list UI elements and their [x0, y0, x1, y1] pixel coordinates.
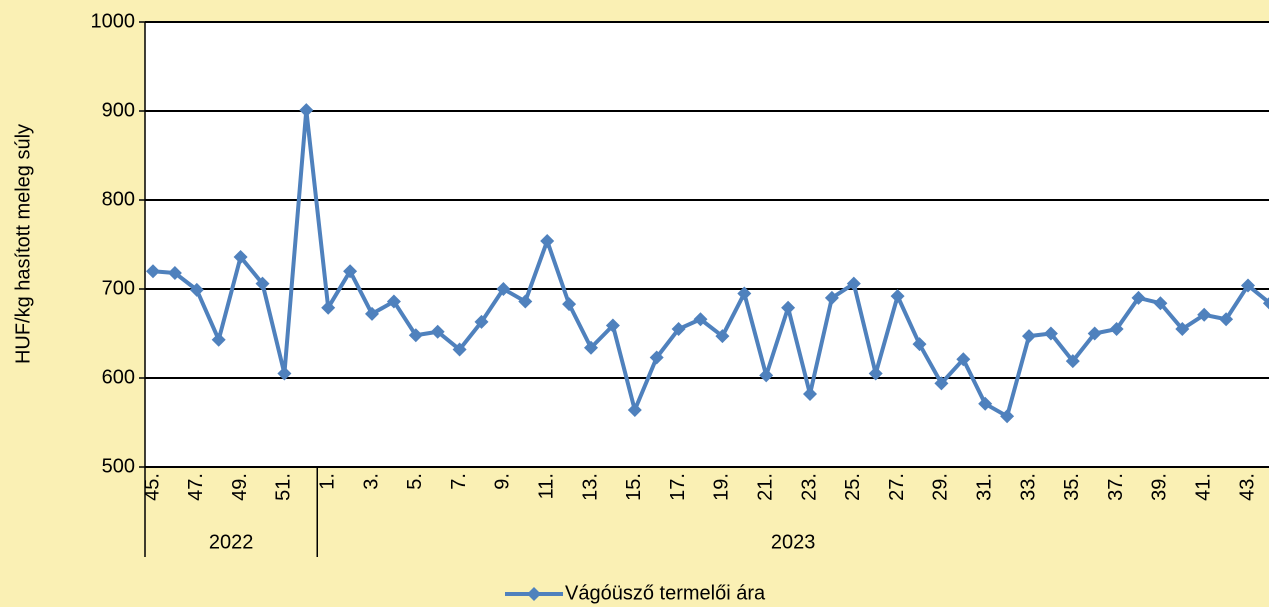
legend-marker — [527, 587, 541, 601]
point-marker — [868, 366, 883, 381]
y-tick-label: 800 — [102, 188, 135, 210]
x-tick-label: 39. — [1149, 473, 1171, 501]
point-marker — [978, 396, 993, 411]
y-tick-label: 700 — [102, 277, 135, 299]
point-marker — [1241, 278, 1255, 293]
point-marker — [956, 352, 971, 367]
point-marker — [496, 282, 511, 296]
point-marker — [781, 300, 796, 315]
y-tick-label: 900 — [102, 99, 135, 121]
point-marker — [1219, 312, 1234, 327]
point-marker — [1000, 409, 1015, 424]
point-marker — [1197, 307, 1212, 322]
x-tick-label: 15. — [623, 473, 645, 501]
point-marker — [605, 318, 620, 333]
point-marker — [211, 332, 226, 347]
point-marker — [452, 342, 467, 357]
point-marker — [386, 294, 401, 309]
point-marker — [1131, 290, 1146, 305]
point-marker — [1065, 354, 1080, 369]
point-marker — [846, 276, 861, 291]
x-tick-label: 11. — [535, 473, 557, 499]
x-tick-label: 13. — [579, 473, 601, 501]
legend-label: Vágóüsző termelői ára — [565, 582, 766, 604]
point-marker — [146, 264, 160, 279]
point-marker — [737, 286, 752, 301]
x-tick-label: 43. — [1236, 473, 1258, 501]
x-tick-label: 35. — [1061, 473, 1083, 501]
x-tick-label: 21. — [754, 473, 776, 501]
x-tick-label: 33. — [1017, 473, 1039, 501]
point-marker — [759, 368, 774, 383]
point-marker — [671, 322, 686, 337]
y-tick-label: 1000 — [91, 10, 136, 32]
point-marker — [321, 300, 336, 315]
x-tick-label: 47. — [185, 473, 207, 501]
x-tick-label: 31. — [973, 473, 995, 501]
point-marker — [627, 403, 642, 418]
plot-area — [145, 22, 1269, 467]
point-marker — [474, 314, 489, 329]
point-marker — [189, 282, 204, 297]
y-tick-label: 500 — [102, 455, 135, 477]
y-axis-label: HUF/kg hasított meleg súly — [12, 124, 34, 364]
point-marker — [1022, 329, 1036, 344]
point-marker — [803, 387, 817, 402]
x-tick-label: 29. — [930, 473, 952, 501]
point-marker — [255, 276, 270, 291]
x-tick-label: 3. — [360, 473, 382, 490]
x-tick-label: 17. — [667, 473, 689, 501]
point-marker — [343, 264, 358, 279]
x-tick-label: 5. — [404, 473, 426, 490]
point-marker — [912, 337, 927, 352]
point-marker — [365, 306, 379, 321]
x-tick-label: 41. — [1192, 473, 1214, 501]
point-marker — [518, 294, 533, 309]
point-marker — [167, 265, 182, 280]
point-marker — [562, 297, 577, 312]
x-tick-label: 9. — [492, 473, 514, 490]
point-marker — [233, 249, 248, 264]
x-tick-label: 51. — [273, 473, 295, 501]
group-label: 2022 — [209, 531, 254, 553]
point-marker — [890, 289, 905, 304]
x-tick-label: 45. — [141, 473, 163, 501]
point-marker — [1153, 296, 1168, 311]
x-tick-label: 37. — [1105, 473, 1127, 501]
x-tick-label: 7. — [448, 473, 470, 490]
point-marker — [540, 233, 555, 248]
point-marker — [649, 350, 664, 365]
point-marker — [430, 324, 445, 339]
x-tick-label: 19. — [711, 473, 733, 501]
point-marker — [408, 328, 423, 343]
point-marker — [693, 312, 708, 327]
point-marker — [1175, 322, 1190, 337]
point-marker — [1262, 297, 1269, 310]
group-label: 2023 — [771, 531, 816, 553]
point-marker — [1087, 326, 1102, 341]
x-tick-label: 23. — [798, 473, 820, 501]
y-tick-label: 600 — [102, 366, 135, 388]
x-tick-label: 1. — [316, 473, 338, 490]
point-marker — [934, 376, 949, 391]
point-marker — [584, 340, 598, 355]
point-marker — [299, 103, 314, 118]
x-tick-label: 49. — [229, 473, 251, 501]
x-tick-label: 25. — [842, 473, 864, 501]
series-line — [152, 108, 1269, 419]
x-tick-label: 27. — [886, 473, 908, 501]
point-marker — [1109, 322, 1124, 337]
point-marker — [1043, 326, 1058, 341]
point-marker — [715, 329, 730, 344]
point-marker — [277, 366, 292, 381]
point-marker — [824, 290, 839, 305]
